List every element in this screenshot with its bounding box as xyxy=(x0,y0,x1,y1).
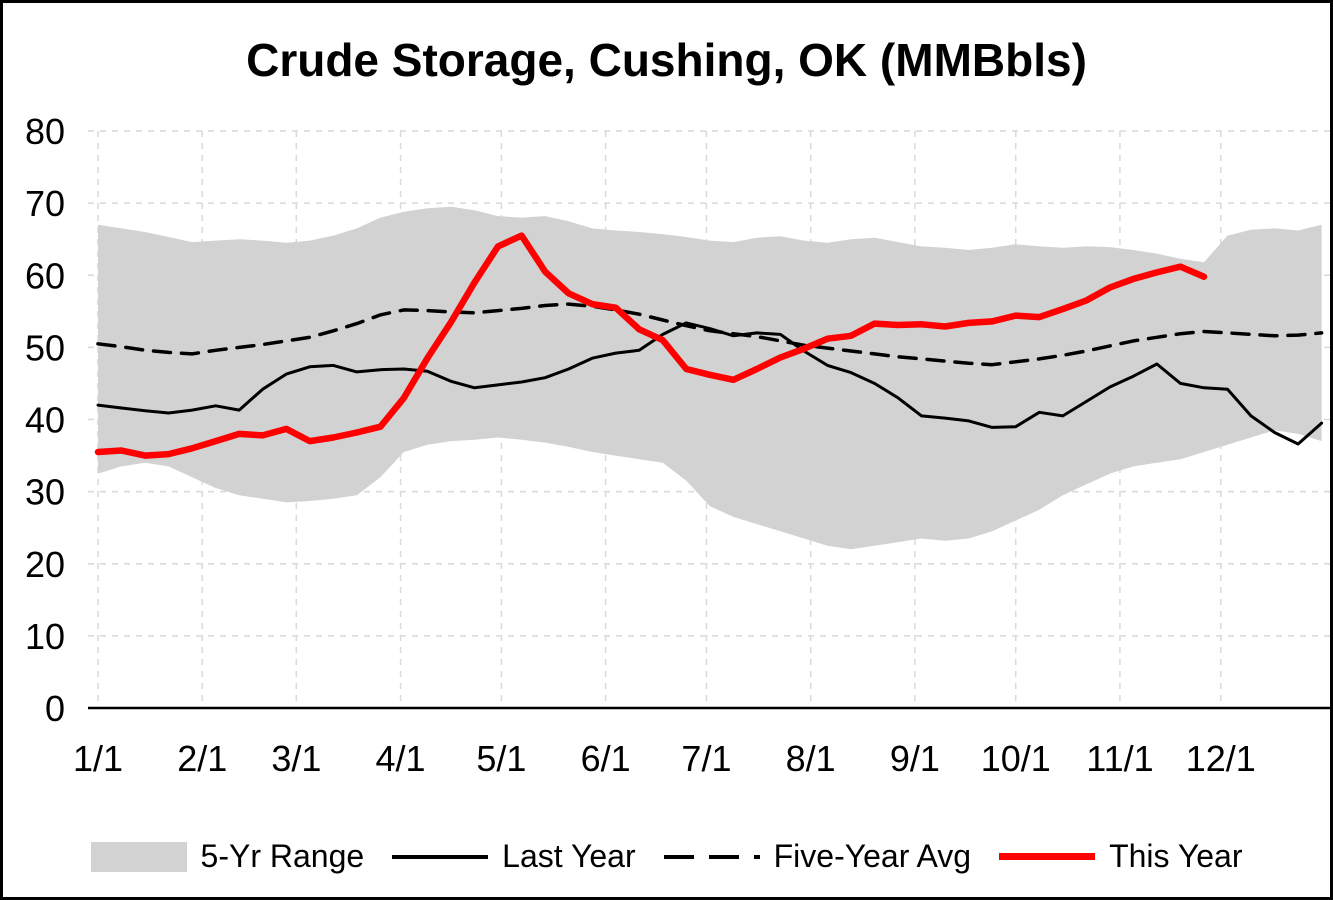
legend-item-last-year: Last Year xyxy=(392,838,636,875)
chart-canvas: 0 10 20 30 40 50 60 70 80 1/1 2/1 3/1 4/1 5/1 6/1 7/1 8/… xyxy=(25,111,1330,779)
y-tick-label: 70 xyxy=(25,183,65,224)
y-tick-label: 60 xyxy=(25,255,65,296)
legend-label-5yr-range: 5-Yr Range xyxy=(200,838,365,874)
x-tick-label: 12/1 xyxy=(1186,738,1256,779)
x-tick-label: 4/1 xyxy=(376,738,426,779)
y-tick-label: 80 xyxy=(25,111,65,152)
series-last-year xyxy=(96,321,1324,446)
x-tick-label: 11/1 xyxy=(1086,738,1153,779)
y-tick-label: 40 xyxy=(25,400,65,441)
legend-swatch-this-year xyxy=(999,853,1096,860)
x-tick-label: 10/1 xyxy=(981,738,1051,779)
y-tick-label: 10 xyxy=(25,616,65,657)
legend: 5-Yr Range Last Year Five-Year Avg This … xyxy=(3,838,1330,875)
legend-label-five-year-avg: Five-Year Avg xyxy=(773,838,972,874)
legend-label-last-year: Last Year xyxy=(502,838,636,874)
y-tick-label: 50 xyxy=(25,327,65,368)
y-tick-label: 0 xyxy=(45,688,65,729)
x-tick-label: 7/1 xyxy=(681,738,731,779)
x-tick-label: 5/1 xyxy=(476,738,526,779)
y-tick-label: 30 xyxy=(25,472,65,513)
series-five-year-avg xyxy=(96,302,1324,367)
x-tick-label: 8/1 xyxy=(786,738,836,779)
x-tick-label: 3/1 xyxy=(271,738,321,779)
legend-swatch-5yr-range xyxy=(90,841,187,872)
legend-swatch-five-year-avg xyxy=(663,854,760,859)
x-tick-label: 9/1 xyxy=(890,738,940,779)
x-tick-label: 2/1 xyxy=(177,738,227,779)
legend-item-this-year: This Year xyxy=(999,838,1242,875)
legend-item-five-year-avg: Five-Year Avg xyxy=(663,838,972,875)
chart-title: Crude Storage, Cushing, OK (MMBbls) xyxy=(246,34,1087,86)
x-tick-label: 1/1 xyxy=(73,738,123,779)
y-tick-label: 20 xyxy=(25,544,65,585)
legend-swatch-last-year xyxy=(392,854,489,859)
legend-item-5yr-range: 5-Yr Range xyxy=(90,838,365,875)
series-this-year xyxy=(94,232,1208,459)
x-tick-label: 6/1 xyxy=(581,738,631,779)
legend-label-this-year: This Year xyxy=(1109,838,1243,874)
